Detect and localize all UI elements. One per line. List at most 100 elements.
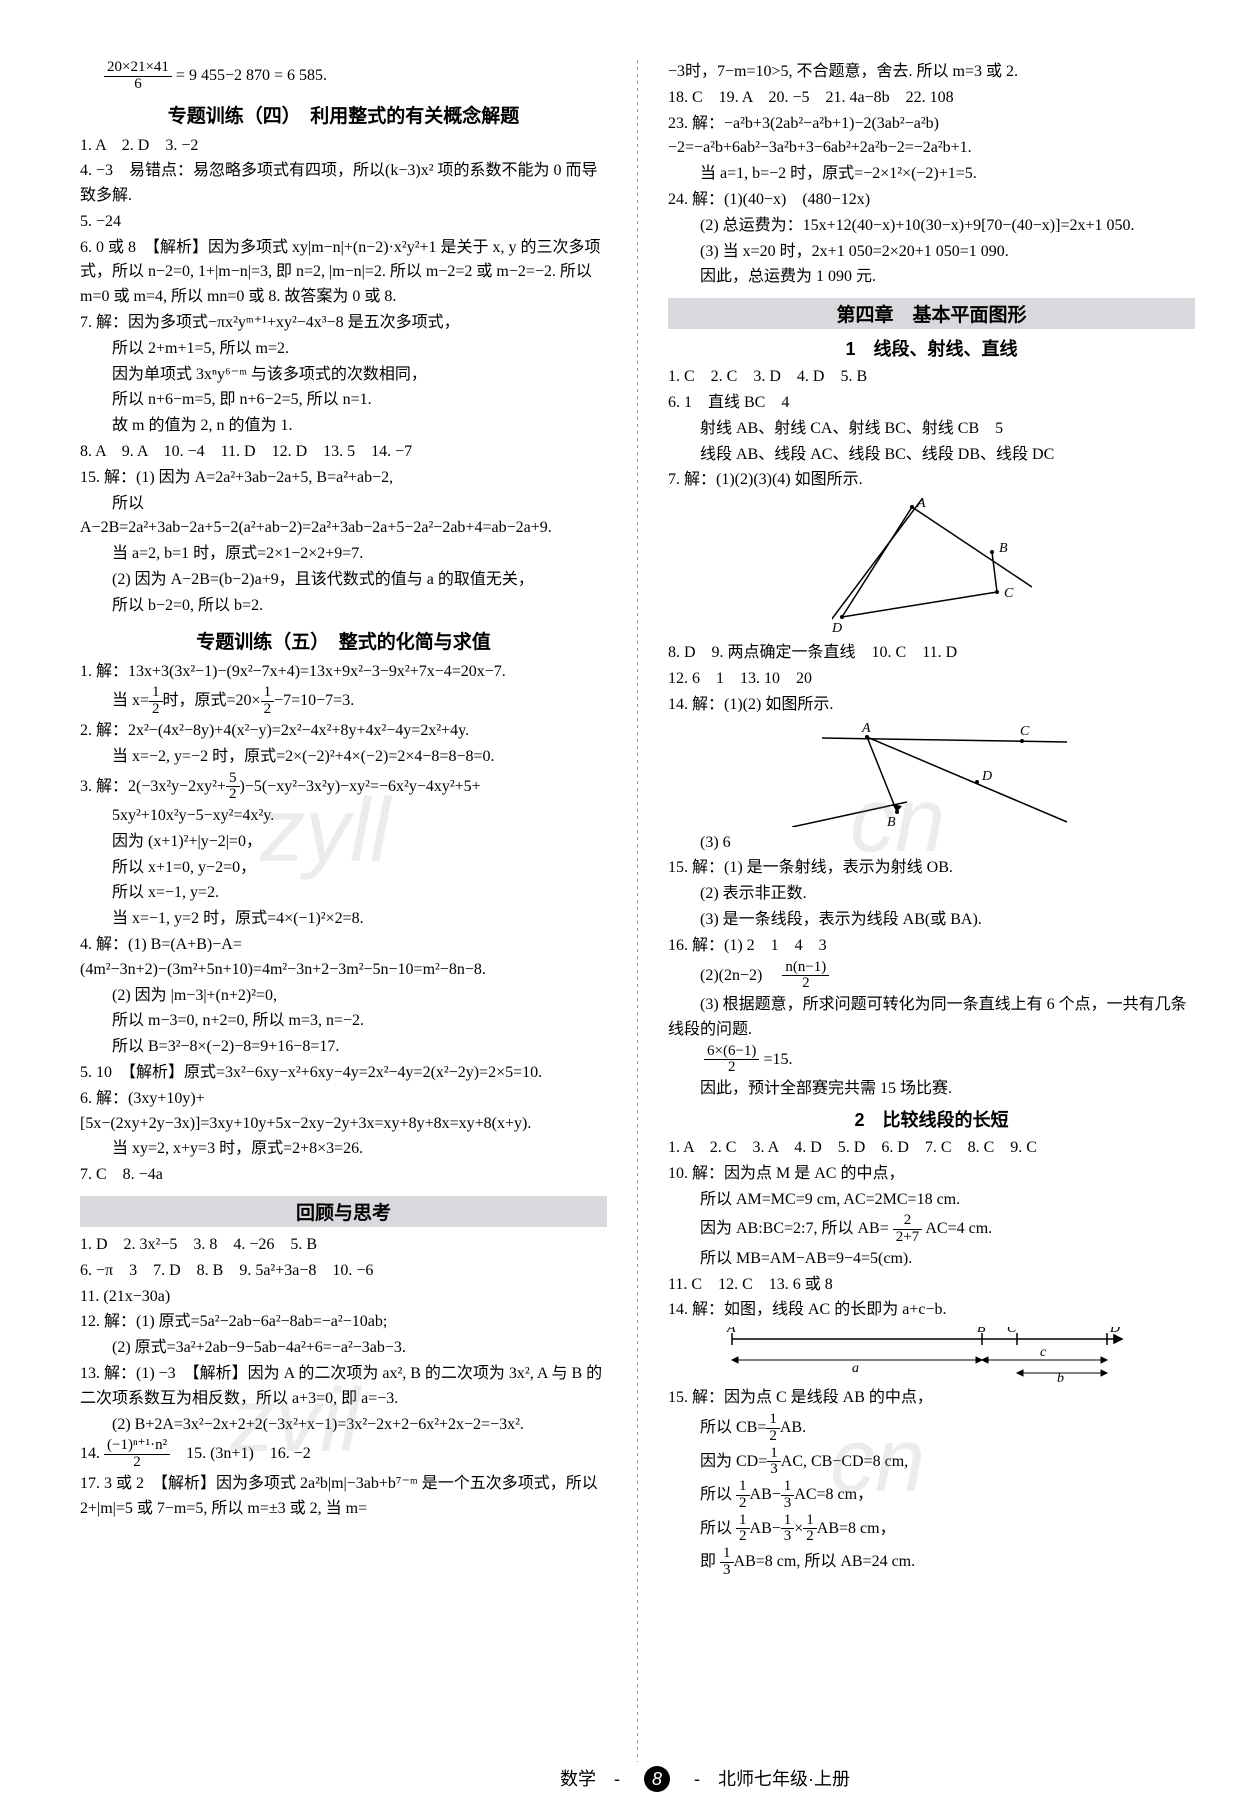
text-line: 所以 x=−1, y=2. xyxy=(80,881,607,906)
section5-title: 专题训练（五） 整式的化简与求值 xyxy=(80,627,607,654)
text-line: 3. 解：2(−3x²y−2xy²+52)−5(−xy²−3x²y)−xy²=−… xyxy=(80,771,607,804)
text-line: 17. 3 或 2 【解析】因为多项式 2a²b|m|−3ab+b⁷⁻ᵐ 是一个… xyxy=(80,1472,607,1522)
frac-16-2: (2)(2n−2) n(n−1)2 xyxy=(668,960,1195,993)
text-line: 15. 解：因为点 C 是线段 AB 的中点， xyxy=(668,1386,1195,1411)
text-line: 6. 解：(3xy+10y)+[5x−(2xy+2y−3x)]=3xy+10y+… xyxy=(80,1087,607,1137)
figure-1: A B C D xyxy=(832,497,1032,637)
svg-text:a: a xyxy=(852,1361,859,1376)
fl8: 即 13AB=8 cm, 所以 AB=24 cm. xyxy=(668,1546,1195,1579)
text-line: 6. 0 或 8 【解析】因为多项式 xy|m−n|+(n−2)·x²y²+1 … xyxy=(80,236,607,310)
svg-text:A: A xyxy=(726,1327,736,1336)
text-line: 所以 MB=AM−AB=9−4=5(cm). xyxy=(668,1247,1195,1272)
chapter-sub1: 1 线段、射线、直线 xyxy=(668,335,1195,361)
text-line: 当 x=−2, y=−2 时，原式=2×(−2)²+4×(−2)=2×4−8=8… xyxy=(80,745,607,770)
chapter-body-e: 因此，预计全部赛完共需 15 场比赛. xyxy=(668,1077,1195,1102)
chapter-body-c: (3) 615. 解：(1) 是一条射线，表示为射线 OB. (2) 表示非正数… xyxy=(668,831,1195,959)
text-line: (3) 根据题意，所求问题可转化为同一条直线上有 6 个点，一共有几条线段的问题… xyxy=(668,993,1195,1043)
text-line: 6. −π 3 7. D 8. B 9. 5a²+3a−8 10. −6 xyxy=(80,1259,607,1284)
svg-text:D: D xyxy=(981,769,992,784)
text-line: (2) 原式=3a²+2ab−9−5ab−4a²+6=−a²−3ab−3. xyxy=(80,1336,607,1361)
text-line: 16. 解：(1) 2 1 4 3 xyxy=(668,934,1195,959)
text-line: 因此，总运费为 1 090 元. xyxy=(668,265,1195,290)
text-line: 所以 x+1=0, y−2=0， xyxy=(80,856,607,881)
svg-text:D: D xyxy=(1109,1327,1120,1336)
text-line: 7. C 8. −4a xyxy=(80,1163,607,1188)
text-line: 所以 b−2=0, 所以 b=2. xyxy=(80,594,607,619)
fl4: 所以 CB=12AB. xyxy=(668,1412,1195,1445)
section5-body: 1. 解：13x+3(3x²−1)−(9x²−7x+4)=13x+9x²−3−9… xyxy=(80,660,607,1188)
text-line: 线段 AB、线段 AC、线段 BC、线段 DB、线段 DC xyxy=(668,443,1195,468)
chapter-body-h: 15. 解：因为点 C 是线段 AB 的中点， xyxy=(668,1386,1195,1411)
text-line: (3) 当 x=20 时，2x+1 050=2×20+1 050=1 090. xyxy=(668,240,1195,265)
text-line: 23. 解：−a²b+3(2ab²−a²b+1)−2(3ab²−a²b)−2=−… xyxy=(668,112,1195,162)
frac-15eq: 6×(6−1)2 =15. xyxy=(668,1044,1195,1077)
section4-title: 专题训练（四） 利用整式的有关概念解题 xyxy=(80,101,607,128)
chapter-body-a: 1. C 2. C 3. D 4. D 5. B6. 1 直线 BC 4 射线 … xyxy=(668,365,1195,493)
text-line: 4. 解：(1) B=(A+B)−A=(4m²−3n+2)−(3m²+5n+10… xyxy=(80,933,607,983)
section4-body: 1. A 2. D 3. −24. −3 易错点：易忽略多项式有四项，所以(k−… xyxy=(80,134,607,619)
text-line: 14. 解：如图，线段 AC 的长即为 a+c−b. xyxy=(668,1298,1195,1323)
text-line: (3) 6 xyxy=(668,831,1195,856)
text-line: 18. C 19. A 20. −5 21. 4a−8b 22. 108 xyxy=(668,86,1195,111)
text-line: 8. A 9. A 10. −4 11. D 12. D 13. 5 14. −… xyxy=(80,440,607,465)
text-line: 7. 解：因为多项式−πx²yᵐ⁺¹+xy²−4x³−8 是五次多项式， xyxy=(80,311,607,336)
text-line: 1. C 2. C 3. D 4. D 5. B xyxy=(668,365,1195,390)
fl7: 所以 12AB−13×12AB=8 cm， xyxy=(668,1513,1195,1546)
chapter-body-b: 8. D 9. 两点确定一条直线 10. C 11. D12. 6 1 13. … xyxy=(668,641,1195,717)
fl6: 所以 12AB−13AC=8 cm， xyxy=(668,1479,1195,1512)
top-fraction: 20×21×416 = 9 455−2 870 = 6 585. xyxy=(80,60,607,93)
text-line: 15. 解：(1) 是一条射线，表示为射线 OB. xyxy=(668,856,1195,881)
figure-2: A B C D xyxy=(792,722,1072,827)
text-line: 12. 6 1 13. 10 20 xyxy=(668,667,1195,692)
text-line: 因为 (x+1)²+|y−2|=0， xyxy=(80,830,607,855)
text-line: (3) 是一条线段，表示为线段 AB(或 BA). xyxy=(668,908,1195,933)
fl5: 因为 CD=13AC, CB−CD=8 cm, xyxy=(668,1446,1195,1479)
review-body: 1. D 2. 3x²−5 3. 8 4. −26 5. B6. −π 3 7.… xyxy=(80,1233,607,1521)
text-line: 因此，预计全部赛完共需 15 场比赛. xyxy=(668,1077,1195,1102)
chapter-body-d: (3) 根据题意，所求问题可转化为同一条直线上有 6 个点，一共有几条线段的问题… xyxy=(668,993,1195,1043)
text-line: 所以 m−3=0, n+2=0, 所以 m=3, n=−2. xyxy=(80,1009,607,1034)
chapter-sub2: 2 比较线段的长短 xyxy=(668,1106,1195,1132)
text-line: 14. (−1)ⁿ⁺¹·n²2 15. (3n+1) 16. −2 xyxy=(80,1438,607,1471)
text-line: 所以 A−2B=2a²+3ab−2a+5−2(a²+ab−2)=2a²+3ab−… xyxy=(80,492,607,542)
svg-text:B: B xyxy=(887,815,896,827)
text-line: 当 a=1, b=−2 时，原式=−2×1²×(−2)+1=5. xyxy=(668,162,1195,187)
text-line: −3时，7−m=10>5, 不合题意，舍去. 所以 m=3 或 2. xyxy=(668,60,1195,85)
svg-text:c: c xyxy=(1040,1345,1047,1360)
text-line: 当 a=2, b=1 时，原式=2×1−2×2+9=7. xyxy=(80,542,607,567)
text-line: 射线 AB、射线 CA、射线 BC、射线 CB 5 xyxy=(668,417,1195,442)
text-line: 7. 解：(1)(2)(3)(4) 如图所示. xyxy=(668,468,1195,493)
text-line: 当 xy=2, x+y=3 时，原式=2+8×3=26. xyxy=(80,1137,607,1162)
column-divider xyxy=(637,60,638,1762)
text-line: (2) 因为 |m−3|+(n+2)²=0, xyxy=(80,984,607,1009)
text-line: 10. 解：因为点 M 是 AC 的中点， xyxy=(668,1162,1195,1187)
text-line: 11. C 12. C 13. 6 或 8 xyxy=(668,1273,1195,1298)
text-line: 1. D 2. 3x²−5 3. 8 4. −26 5. B xyxy=(80,1233,607,1258)
page-footer: 数学 - 8 - 北师七年级·上册 xyxy=(80,1765,1250,1792)
svg-text:A: A xyxy=(861,722,871,736)
text-line: 5xy²+10x²y−5−xy²=4x²y. xyxy=(80,804,607,829)
text-line: (2) 总运费为：15x+12(40−x)+10(30−x)+9[70−(40−… xyxy=(668,214,1195,239)
text-line: 15. 解：(1) 因为 A=2a²+3ab−2a+5, B=a²+ab−2, xyxy=(80,466,607,491)
svg-text:C: C xyxy=(1004,586,1014,601)
text-line: (2) 表示非正数. xyxy=(668,882,1195,907)
review-title: 回顾与思考 xyxy=(80,1196,607,1227)
text-line: 所以 AM=MC=9 cm, AC=2MC=18 cm. xyxy=(668,1188,1195,1213)
text-line: 故 m 的值为 2, n 的值为 1. xyxy=(80,414,607,439)
svg-text:C: C xyxy=(1020,724,1030,739)
text-line: 5. −24 xyxy=(80,210,607,235)
frac-abbc: 因为 AB:BC=2:7, 所以 AB= 22+7 AC=4 cm. xyxy=(668,1213,1195,1246)
svg-text:A: A xyxy=(916,497,926,511)
svg-text:B: B xyxy=(977,1327,986,1336)
text-line: 11. (21x−30a) xyxy=(80,1285,607,1310)
chapter-body-g: 所以 MB=AM−AB=9−4=5(cm).11. C 12. C 13. 6 … xyxy=(668,1247,1195,1323)
svg-text:b: b xyxy=(1057,1371,1064,1382)
text-line: 8. D 9. 两点确定一条直线 10. C 11. D xyxy=(668,641,1195,666)
right-top: −3时，7−m=10>5, 不合题意，舍去. 所以 m=3 或 2.18. C … xyxy=(668,60,1195,290)
text-line: 所以 n+6−m=5, 即 n+6−2=5, 所以 n=1. xyxy=(80,388,607,413)
text-line: 当 x=−1, y=2 时，原式=4×(−1)²×2=8. xyxy=(80,907,607,932)
svg-text:C: C xyxy=(1007,1327,1017,1336)
svg-text:D: D xyxy=(832,621,842,636)
text-line: 6. 1 直线 BC 4 xyxy=(668,391,1195,416)
text-line: 所以 2+m+1=5, 所以 m=2. xyxy=(80,337,607,362)
